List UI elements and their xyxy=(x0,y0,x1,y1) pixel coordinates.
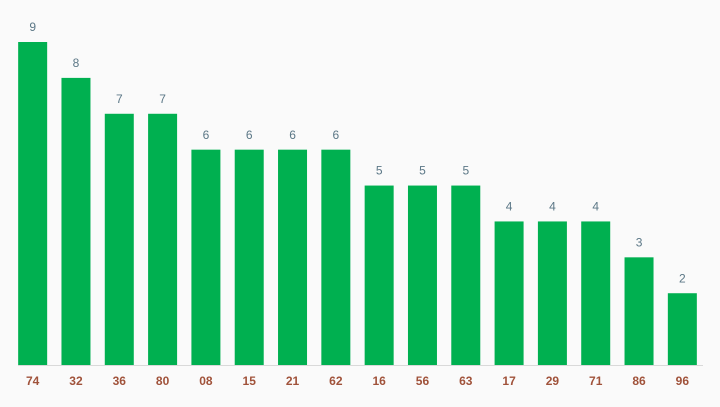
bar xyxy=(61,77,91,365)
bar xyxy=(581,221,611,365)
value-label: 9 xyxy=(29,20,36,34)
x-tick-label: 17 xyxy=(502,374,516,388)
value-label: 2 xyxy=(679,271,686,285)
value-label: 8 xyxy=(73,56,80,70)
value-label: 6 xyxy=(203,128,210,142)
value-label: 5 xyxy=(376,164,383,178)
value-label: 4 xyxy=(592,200,599,214)
bar xyxy=(234,149,264,365)
x-tick-label: 21 xyxy=(286,374,300,388)
value-label: 6 xyxy=(246,128,253,142)
value-label: 7 xyxy=(159,92,166,106)
x-tick-label: 71 xyxy=(589,374,603,388)
bar xyxy=(624,257,654,365)
value-label: 6 xyxy=(289,128,296,142)
x-tick-label: 15 xyxy=(243,374,257,388)
value-label: 4 xyxy=(506,200,513,214)
x-tick-label: 80 xyxy=(156,374,170,388)
x-tick-label: 96 xyxy=(676,374,690,388)
bar xyxy=(451,185,481,365)
bar xyxy=(148,113,178,366)
bar xyxy=(364,185,394,365)
x-tick-label: 08 xyxy=(199,374,213,388)
bar xyxy=(407,185,437,365)
bar xyxy=(667,293,697,365)
bar xyxy=(494,221,524,365)
bar xyxy=(104,113,134,366)
value-label: 5 xyxy=(419,164,426,178)
x-tick-label: 63 xyxy=(459,374,473,388)
bar xyxy=(191,149,221,365)
x-tick-label: 29 xyxy=(546,374,560,388)
x-tick-label: 74 xyxy=(26,374,40,388)
bar xyxy=(18,42,48,365)
value-label: 3 xyxy=(636,236,643,250)
x-tick-label: 86 xyxy=(632,374,646,388)
x-tick-label: 16 xyxy=(372,374,386,388)
x-tick-label: 56 xyxy=(416,374,430,388)
x-tick-label: 36 xyxy=(113,374,127,388)
x-tick-label: 32 xyxy=(69,374,83,388)
value-label: 4 xyxy=(549,200,556,214)
bar xyxy=(321,149,351,365)
value-label: 5 xyxy=(462,164,469,178)
x-tick-label: 62 xyxy=(329,374,343,388)
bar xyxy=(537,221,567,365)
bar xyxy=(278,149,308,365)
value-label: 7 xyxy=(116,92,123,106)
value-label: 6 xyxy=(333,128,340,142)
